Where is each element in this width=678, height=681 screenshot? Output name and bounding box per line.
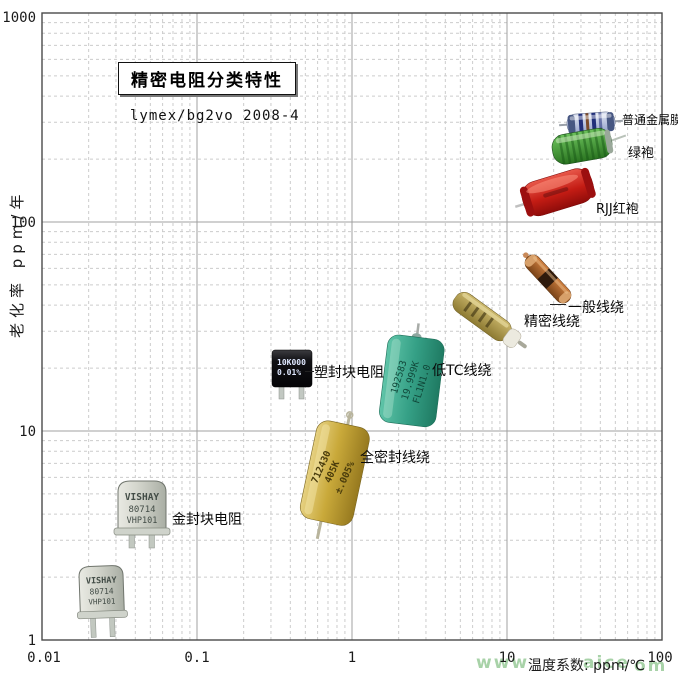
svg-text:10K000: 10K000 <box>277 358 306 367</box>
y-tick-10: 10 <box>19 424 36 440</box>
sealed-wirewound-resistor-image: 712430 405K ±.005% <box>299 411 370 540</box>
y-tick-1: 1 <box>27 633 36 649</box>
watermark-text: om <box>634 656 668 676</box>
svg-text:VISHAY: VISHAY <box>86 575 118 586</box>
x-tick-100: 100 <box>647 650 673 666</box>
svg-text:VISHAY: VISHAY <box>125 492 160 503</box>
y-tick-1000: 1000 <box>2 10 36 26</box>
label-sealed-ww: 全密封线绕 <box>360 450 430 466</box>
precision-wirewound-resistor-image <box>452 291 527 349</box>
general-wirewound-resistor-image <box>523 252 572 304</box>
watermark-text: aice <box>583 653 630 673</box>
metal-film-resistor-image <box>559 111 623 135</box>
rjj-red-resistor-image <box>514 167 596 217</box>
svg-text:0.01%: 0.01% <box>277 368 301 377</box>
x-tick-01: 0.1 <box>184 650 210 666</box>
y-tick-100: 100 <box>10 215 36 231</box>
gold-block-resistor-image: VISHAY 80714 VHP101 <box>113 480 171 549</box>
watermark-text: www <box>476 653 530 673</box>
x-tick-001: 0.01 <box>27 650 61 666</box>
label-precision-ww: 精密线绕 <box>524 314 580 330</box>
chart-title: 精密电阻分类特性 <box>118 62 296 95</box>
x-axis-title: 温度系数: ppm/℃ <box>528 658 646 674</box>
x-tick-10: 10 <box>498 650 516 666</box>
svg-text:80714: 80714 <box>128 505 155 515</box>
label-metal-film: 普通金属膜 <box>622 113 678 127</box>
x-tick-1: 1 <box>347 650 357 666</box>
label-rjj-red: RJJ红袍 <box>596 202 639 217</box>
vishay-can-resistor-image: VISHAY 80714 VHP101 <box>77 565 128 638</box>
svg-text:80714: 80714 <box>89 587 114 597</box>
label-green-robe: 绿袍 <box>628 146 655 161</box>
low-tc-wirewound-resistor-image: 192583 19.999K FL1N1.0 <box>379 323 445 428</box>
callout-line-plastic-block <box>305 371 314 372</box>
label-plastic-block: 塑封块电阻 <box>314 365 384 381</box>
label-gold-block: 金封块电阻 <box>172 512 242 528</box>
y-axis-title: 老化率 ppm/年 <box>8 189 26 338</box>
green-robe-resistor-image <box>551 127 627 165</box>
plot-border <box>41 12 663 641</box>
plastic-block-resistor-image: 10K000 0.01% <box>271 349 313 400</box>
label-general-ww: 一般线绕 <box>568 300 624 316</box>
svg-text:VHP101: VHP101 <box>88 597 115 607</box>
chart-subtitle: lymex/bg2vo 2008-4 <box>130 108 300 124</box>
svg-text:VHP101: VHP101 <box>127 516 158 526</box>
label-low-tc: 低TC线绕 <box>432 363 492 379</box>
callout-line-general-ww <box>550 304 566 305</box>
